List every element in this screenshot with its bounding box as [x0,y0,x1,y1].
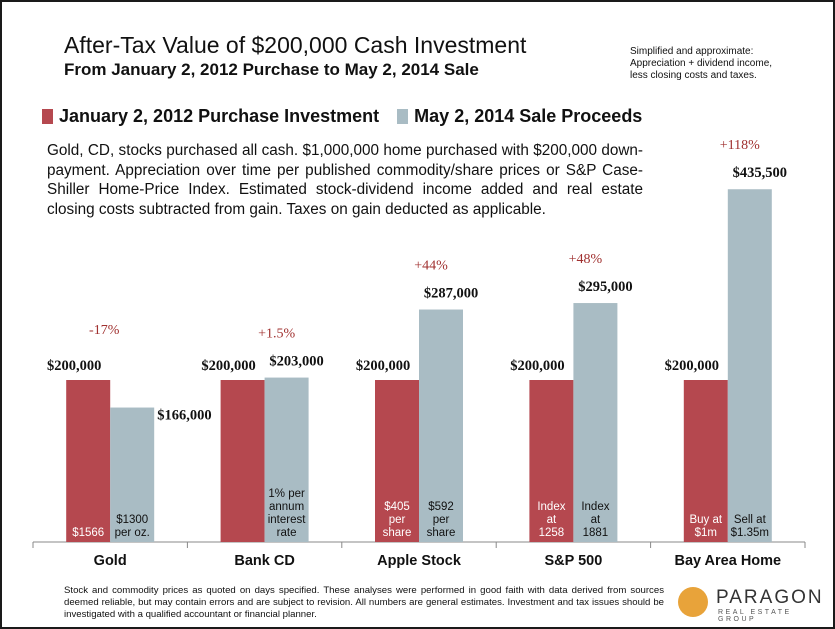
logo-subtitle: REAL ESTATE GROUP [718,609,792,623]
bar-inner-label-sale: $592 [428,501,454,513]
pct-change-label: +118% [720,138,760,153]
pct-change-label: -17% [89,323,120,338]
bar-inner-label-purchase: share [383,527,412,539]
legend-swatch-sale [397,109,409,124]
bar-inner-label-purchase: Buy at [689,514,722,526]
chart-note: Simplified and approximate: Appreciation… [630,46,810,82]
pct-change-label: +44% [414,259,448,274]
bar-inner-label-sale: 1881 [583,527,609,539]
bar-inner-label-sale: 1% per [268,488,305,500]
bar-inner-label-sale: share [427,527,456,539]
bar-sale [110,407,155,542]
paragon-logo: PARAGON REAL ESTATE GROUP [678,587,828,623]
bar-purchase [220,380,265,542]
data-label-purchase: $200,000 [665,358,719,374]
chart-legend: January 2, 2012 Purchase Investment May … [42,106,660,127]
data-label-sale: $287,000 [424,286,478,302]
note-line: Appreciation + dividend income, [630,58,773,69]
pct-change-label: +48% [569,252,603,267]
bar-inner-label-sale: annum [269,501,304,513]
bar-inner-label-sale: $1.35m [731,527,769,539]
bar-sale [727,189,772,542]
bar-inner-label-sale: per [433,514,450,526]
data-label-purchase: $200,000 [47,358,101,374]
bar-inner-label-purchase: $405 [384,501,410,513]
x-tick-label: Apple Stock [377,553,462,569]
legend-label-sale: May 2, 2014 Sale Proceeds [414,106,643,126]
pct-change-label: +1.5% [258,327,295,342]
chart-subtitle: From January 2, 2012 Purchase to May 2, … [64,60,479,79]
bar-sale [573,303,618,542]
data-label-sale: $435,500 [733,165,787,181]
bar-inner-label-sale: interest [268,514,307,526]
data-label-purchase: $200,000 [356,358,410,374]
legend-item-purchase: January 2, 2012 Purchase Investment [42,106,379,127]
bar-inner-label-sale: per oz. [115,527,150,539]
bar-inner-label-sale: Sell at [734,514,767,526]
legend-item-sale: May 2, 2014 Sale Proceeds [397,106,642,127]
bar-inner-label-purchase: Index [537,501,565,513]
x-tick-label: Gold [94,553,127,569]
data-label-sale: $166,000 [157,408,211,424]
bar-inner-label-purchase: per [389,514,406,526]
legend-swatch-purchase [42,109,53,124]
bar-sale [419,309,463,542]
logo-brand: PARAGON [716,587,824,608]
note-line: less closing costs and taxes. [630,70,757,81]
x-tick-label: S&P 500 [545,553,603,569]
logo-mark-icon [678,587,708,617]
note-line: Simplified and approximate: [630,46,754,57]
bar-inner-label-purchase: $1m [695,527,717,539]
bar-inner-label-sale: rate [277,527,297,539]
bar-inner-label-purchase: $1566 [72,527,104,539]
footer-disclaimer: Stock and commodity prices as quoted on … [64,585,664,620]
bar-purchase [683,380,728,542]
bar-inner-label-sale: at [591,514,601,526]
bar-inner-label-sale: Index [581,501,609,513]
bar-inner-label-purchase: 1258 [539,527,565,539]
data-label-purchase: $200,000 [510,358,564,374]
data-label-sale: $203,000 [269,354,323,370]
chart-description: Gold, CD, stocks purchased all cash. $1,… [47,142,643,218]
data-label-sale: $295,000 [578,279,632,295]
bar-inner-label-sale: $1300 [116,514,148,526]
bar-purchase [375,380,419,542]
x-tick-label: Bank CD [234,553,294,569]
x-tick-label: Bay Area Home [674,553,781,569]
bar-sale [264,377,309,542]
bar-inner-label-purchase: at [547,514,557,526]
chart-title: After-Tax Value of $200,000 Cash Investm… [64,32,527,58]
bar-purchase [66,380,111,542]
bar-purchase [529,380,574,542]
legend-label-purchase: January 2, 2012 Purchase Investment [59,106,380,126]
data-label-purchase: $200,000 [201,358,255,374]
